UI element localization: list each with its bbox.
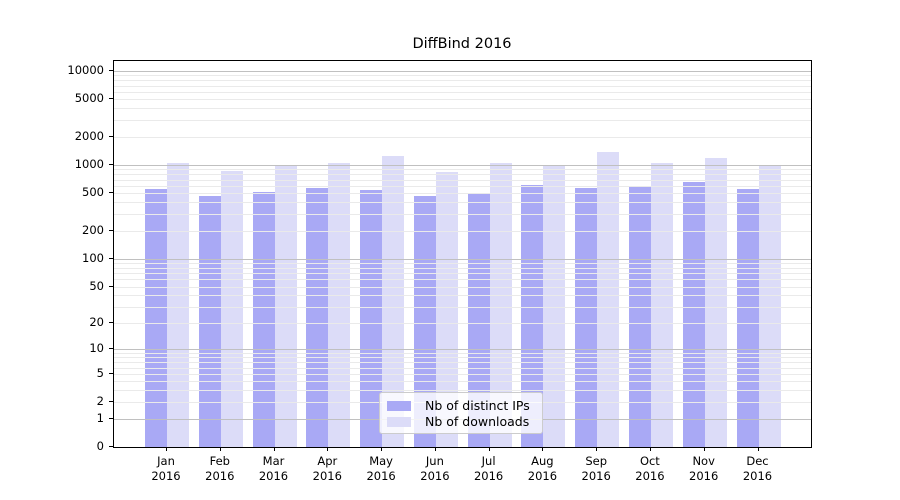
bar-apr-distinct-ips: [306, 187, 329, 447]
x-tick-label-may: May 2016: [366, 454, 396, 483]
x-tick-label-jul: Jul 2016: [473, 454, 504, 483]
bar-jul-distinct-ips: [467, 192, 490, 447]
bar-jan-distinct-ips: [145, 188, 167, 447]
y-tick-label-2: 2: [96, 394, 104, 409]
bar-sep-distinct-ips: [575, 187, 598, 447]
chart-title: DiffBind 2016: [412, 36, 512, 52]
legend-swatch-distinct-ips: [387, 401, 411, 411]
bars-layer: [114, 61, 811, 447]
legend: Nb of distinct IPs Nb of downloads: [379, 392, 543, 434]
bar-oct-distinct-ips: [628, 187, 651, 447]
x-tick-mark-jul: [488, 447, 490, 451]
y-tick-mark-100: [109, 257, 113, 259]
x-tick-mark-nov: [703, 447, 705, 451]
x-tick-mark-dec: [757, 447, 759, 451]
bar-feb-distinct-ips: [198, 195, 221, 447]
x-tick-mark-sep: [596, 447, 598, 451]
y-tick-label-20: 20: [89, 314, 104, 329]
bar-nov-distinct-ips: [682, 181, 705, 447]
x-tick-mark-may: [381, 447, 383, 451]
x-axis: Jan 2016 Feb 2016 Mar 2016 Apr 2016 May 2016…: [113, 447, 810, 492]
x-tick-label-oct: Oct 2016: [635, 454, 665, 483]
bar-jun-downloads: [435, 171, 458, 447]
legend-item-downloads: Nb of downloads: [387, 414, 542, 430]
bar-nov-downloads: [704, 158, 727, 447]
x-tick-label-nov: Nov 2016: [689, 454, 719, 483]
x-tick-label-jun: Jun 2016: [420, 454, 450, 483]
y-axis: 10000 5000 2000 1000 500 200 100 50 20 10 5 2 1 0: [0, 60, 113, 453]
y-tick-label-10000: 10000: [67, 63, 104, 77]
y-tick-label-2000: 2000: [74, 128, 104, 143]
bar-jun-distinct-ips: [413, 195, 436, 447]
y-tick-mark-500: [109, 192, 113, 194]
y-tick-label-10: 10: [89, 341, 104, 356]
x-tick-label-jan: Jan 2016: [151, 454, 181, 483]
bar-sep-downloads: [597, 152, 620, 447]
bar-mar-distinct-ips: [252, 191, 275, 447]
plot-area: Nb of distinct IPs Nb of downloads: [113, 60, 812, 448]
y-tick-label-5000: 5000: [74, 91, 104, 106]
y-tick-mark-10000: [109, 70, 113, 71]
x-tick-mark-feb: [219, 447, 221, 451]
x-tick-mark-oct: [649, 447, 651, 451]
legend-label-distinct-ips: Nb of distinct IPs: [425, 398, 530, 413]
legend-label-downloads: Nb of downloads: [425, 414, 530, 429]
x-tick-label-feb: Feb 2016: [205, 454, 235, 483]
x-tick-mark-jan: [166, 447, 167, 451]
y-tick-label-50: 50: [89, 278, 104, 293]
y-tick-label-500: 500: [82, 185, 104, 200]
y-tick-label-5: 5: [96, 365, 104, 380]
y-tick-mark-5: [109, 372, 113, 374]
x-tick-label-aug: Aug 2016: [527, 454, 558, 483]
y-tick-mark-50: [109, 285, 113, 287]
y-tick-mark-0: [109, 446, 113, 447]
legend-swatch-downloads: [387, 417, 411, 427]
x-tick-label-apr: Apr 2016: [312, 454, 342, 483]
y-tick-label-200: 200: [82, 222, 104, 237]
y-tick-label-0: 0: [96, 439, 104, 453]
y-tick-label-100: 100: [82, 250, 104, 265]
bar-jul-downloads: [489, 162, 512, 447]
bar-dec-distinct-ips: [736, 189, 759, 447]
y-tick-mark-20: [109, 321, 113, 323]
bar-may-distinct-ips: [360, 189, 383, 447]
x-tick-mark-mar: [273, 447, 275, 451]
x-tick-label-mar: Mar 2016: [258, 454, 289, 483]
bar-oct-downloads: [650, 162, 673, 447]
y-tick-mark-2000: [109, 135, 113, 137]
bar-jan-downloads: [167, 162, 189, 447]
bar-feb-downloads: [220, 170, 243, 447]
bar-dec-downloads: [758, 164, 781, 447]
y-tick-mark-1000: [109, 163, 113, 165]
x-tick-mark-apr: [327, 447, 329, 451]
y-tick-label-1000: 1000: [74, 156, 104, 171]
y-tick-mark-2: [109, 401, 113, 403]
x-tick-mark-jun: [434, 447, 436, 451]
bar-aug-downloads: [543, 166, 566, 447]
bar-apr-downloads: [328, 162, 351, 447]
bar-mar-downloads: [274, 164, 297, 447]
y-tick-mark-10: [109, 348, 113, 350]
y-tick-mark-200: [109, 229, 113, 231]
legend-item-distinct-ips: Nb of distinct IPs: [387, 398, 542, 414]
y-tick-label-1: 1: [96, 410, 104, 425]
y-tick-mark-5000: [109, 98, 113, 100]
x-tick-label-dec: Dec 2016: [742, 454, 773, 483]
y-tick-mark-1: [109, 417, 113, 419]
x-tick-label-sep: Sep 2016: [581, 454, 611, 483]
x-tick-mark-aug: [542, 447, 544, 451]
